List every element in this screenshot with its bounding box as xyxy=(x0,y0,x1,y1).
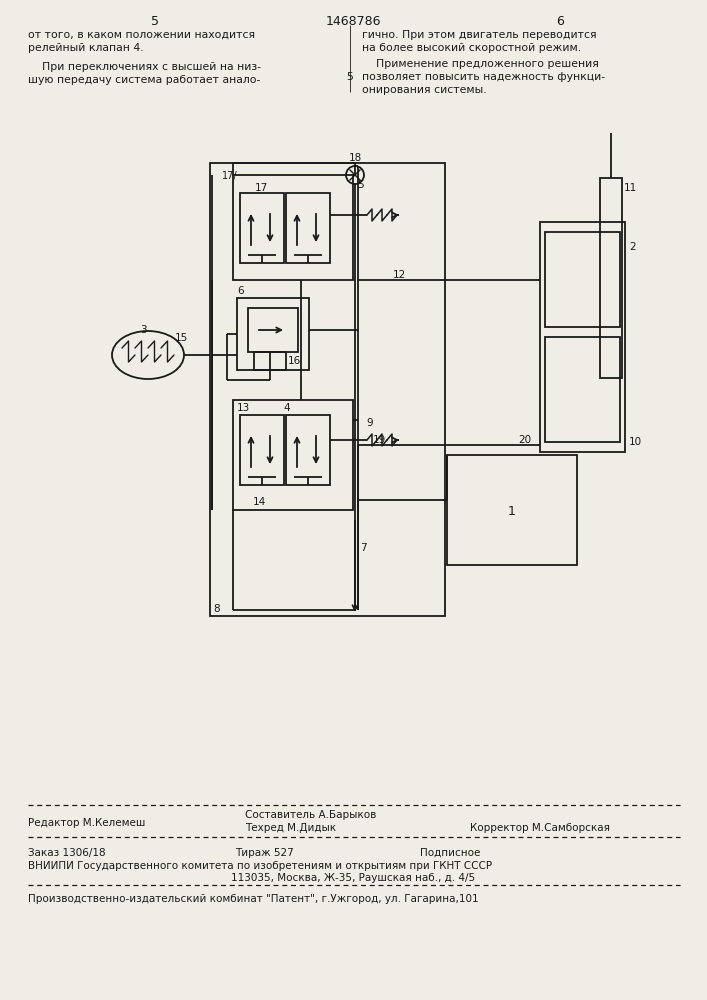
Text: 5: 5 xyxy=(357,180,363,190)
Text: 16: 16 xyxy=(288,356,301,366)
Text: гично. При этом двигатель переводится: гично. При этом двигатель переводится xyxy=(362,30,597,40)
Bar xyxy=(233,400,353,510)
Text: 14: 14 xyxy=(253,497,267,507)
Text: 1: 1 xyxy=(508,505,516,518)
Bar xyxy=(545,337,620,442)
Bar xyxy=(286,193,330,263)
Bar xyxy=(248,308,298,352)
Text: При переключениях с высшей на низ-: При переключениях с высшей на низ- xyxy=(28,62,261,72)
Text: 17/: 17/ xyxy=(222,171,238,181)
Text: 8: 8 xyxy=(213,604,220,614)
Text: 113035, Москва, Ж-35, Раушская наб., д. 4/5: 113035, Москва, Ж-35, Раушская наб., д. … xyxy=(231,873,475,883)
Text: Заказ 1306/18: Заказ 1306/18 xyxy=(28,848,105,858)
Text: Редактор М.Келемеш: Редактор М.Келемеш xyxy=(28,818,146,828)
Text: 6: 6 xyxy=(237,286,244,296)
Bar xyxy=(447,455,577,565)
Text: Техред М.Дидык: Техред М.Дидык xyxy=(245,823,336,833)
Text: 7: 7 xyxy=(360,543,367,553)
Bar xyxy=(545,232,620,327)
Text: шую передачу система работает анало-: шую передачу система работает анало- xyxy=(28,75,260,85)
Text: 19: 19 xyxy=(373,435,386,445)
Text: от того, в каком положении находится: от того, в каком положении находится xyxy=(28,30,255,40)
Text: онирования системы.: онирования системы. xyxy=(362,85,486,95)
Text: 2: 2 xyxy=(629,242,636,252)
Text: релейный клапан 4.: релейный клапан 4. xyxy=(28,43,144,53)
Bar xyxy=(240,415,284,485)
Text: ВНИИПИ Государственного комитета по изобретениям и открытиям при ГКНТ СССР: ВНИИПИ Государственного комитета по изоб… xyxy=(28,861,492,871)
Text: 17: 17 xyxy=(255,183,268,193)
Text: позволяет повысить надежность функци-: позволяет повысить надежность функци- xyxy=(362,72,605,82)
Bar xyxy=(210,163,445,616)
Bar xyxy=(237,298,309,370)
Text: Тираж 527: Тираж 527 xyxy=(235,848,293,858)
Text: Корректор М.Самборская: Корректор М.Самборская xyxy=(470,823,610,833)
Text: 3: 3 xyxy=(140,325,146,335)
Text: 5: 5 xyxy=(346,72,354,82)
Bar xyxy=(233,175,353,280)
Text: 20: 20 xyxy=(518,435,531,445)
Text: Подписное: Подписное xyxy=(420,848,480,858)
Text: 11: 11 xyxy=(624,183,637,193)
Text: 6: 6 xyxy=(556,15,564,28)
Bar xyxy=(540,222,625,452)
Text: 1468786: 1468786 xyxy=(325,15,381,28)
Text: Производственно-издательский комбинат "Патент", г.Ужгород, ул. Гагарина,101: Производственно-издательский комбинат "П… xyxy=(28,894,479,904)
Bar xyxy=(286,415,330,485)
Text: на более высокий скоростной режим.: на более высокий скоростной режим. xyxy=(362,43,581,53)
Text: 13: 13 xyxy=(237,403,250,413)
Text: 10: 10 xyxy=(629,437,642,447)
Text: 9: 9 xyxy=(366,418,373,428)
Text: Применение предложенного решения: Применение предложенного решения xyxy=(362,59,599,69)
Bar xyxy=(600,178,622,378)
Text: 12: 12 xyxy=(393,270,407,280)
Text: 5: 5 xyxy=(151,15,159,28)
Text: 4: 4 xyxy=(283,403,290,413)
Text: Составитель А.Барыков: Составитель А.Барыков xyxy=(245,810,376,820)
Bar xyxy=(254,352,286,370)
Bar xyxy=(240,193,284,263)
Text: 18: 18 xyxy=(349,153,362,163)
Text: 15: 15 xyxy=(175,333,188,343)
